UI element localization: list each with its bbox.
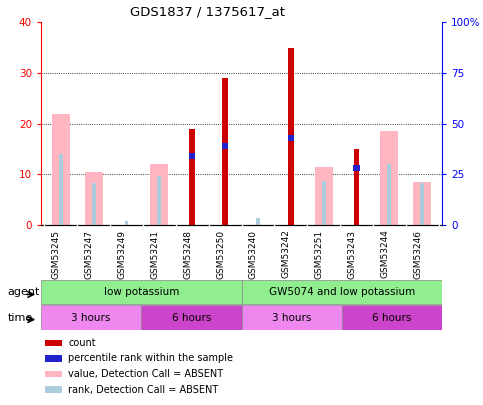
Bar bbox=[354, 149, 359, 225]
Bar bbox=[413, 182, 431, 225]
Text: 6 hours: 6 hours bbox=[372, 313, 412, 322]
Text: percentile rank within the sample: percentile rank within the sample bbox=[68, 354, 233, 363]
Bar bbox=[59, 154, 63, 225]
Bar bbox=[52, 113, 70, 225]
Text: value, Detection Call = ABSENT: value, Detection Call = ABSENT bbox=[68, 369, 224, 379]
Text: GDS1837 / 1375617_at: GDS1837 / 1375617_at bbox=[130, 5, 285, 18]
Text: low potassium: low potassium bbox=[103, 288, 179, 297]
Text: GSM53240: GSM53240 bbox=[249, 230, 258, 279]
Bar bbox=[322, 181, 326, 225]
Bar bbox=[242, 305, 342, 330]
Text: time: time bbox=[7, 313, 33, 322]
Text: GSM53243: GSM53243 bbox=[347, 230, 356, 279]
Text: GSM53244: GSM53244 bbox=[381, 230, 389, 278]
Bar bbox=[342, 305, 442, 330]
Text: GSM53248: GSM53248 bbox=[183, 230, 192, 279]
Bar bbox=[85, 172, 103, 225]
Bar bbox=[387, 164, 391, 225]
Text: GSM53249: GSM53249 bbox=[117, 230, 127, 279]
Text: GSM53241: GSM53241 bbox=[150, 230, 159, 279]
Bar bbox=[157, 177, 161, 225]
Text: agent: agent bbox=[7, 288, 40, 297]
Bar bbox=[354, 165, 360, 171]
Bar bbox=[45, 340, 62, 346]
Bar bbox=[142, 305, 242, 330]
Bar bbox=[41, 280, 242, 305]
Bar bbox=[41, 305, 142, 330]
Text: 3 hours: 3 hours bbox=[71, 313, 111, 322]
Bar bbox=[222, 78, 228, 225]
Bar bbox=[256, 218, 260, 225]
Bar bbox=[314, 167, 333, 225]
Bar bbox=[420, 183, 424, 225]
Bar bbox=[150, 164, 169, 225]
Bar bbox=[45, 386, 62, 393]
Text: GW5074 and low potassium: GW5074 and low potassium bbox=[269, 288, 415, 297]
Bar bbox=[189, 129, 195, 225]
Bar bbox=[125, 221, 128, 225]
Text: GSM53251: GSM53251 bbox=[314, 230, 324, 279]
Bar bbox=[222, 143, 228, 149]
Bar bbox=[45, 371, 62, 377]
Bar bbox=[380, 131, 398, 225]
Text: GSM53247: GSM53247 bbox=[85, 230, 94, 279]
Text: rank, Detection Call = ABSENT: rank, Detection Call = ABSENT bbox=[68, 385, 219, 394]
Text: GSM53246: GSM53246 bbox=[413, 230, 422, 279]
Bar bbox=[92, 183, 96, 225]
Bar bbox=[45, 355, 62, 362]
Bar bbox=[242, 280, 442, 305]
Text: GSM53250: GSM53250 bbox=[216, 230, 225, 279]
Text: 3 hours: 3 hours bbox=[272, 313, 312, 322]
Text: count: count bbox=[68, 338, 96, 348]
Text: GSM53245: GSM53245 bbox=[52, 230, 61, 279]
Text: 6 hours: 6 hours bbox=[171, 313, 211, 322]
Bar bbox=[189, 153, 195, 159]
Bar bbox=[288, 135, 294, 141]
Bar bbox=[288, 48, 294, 225]
Text: GSM53242: GSM53242 bbox=[282, 230, 291, 278]
